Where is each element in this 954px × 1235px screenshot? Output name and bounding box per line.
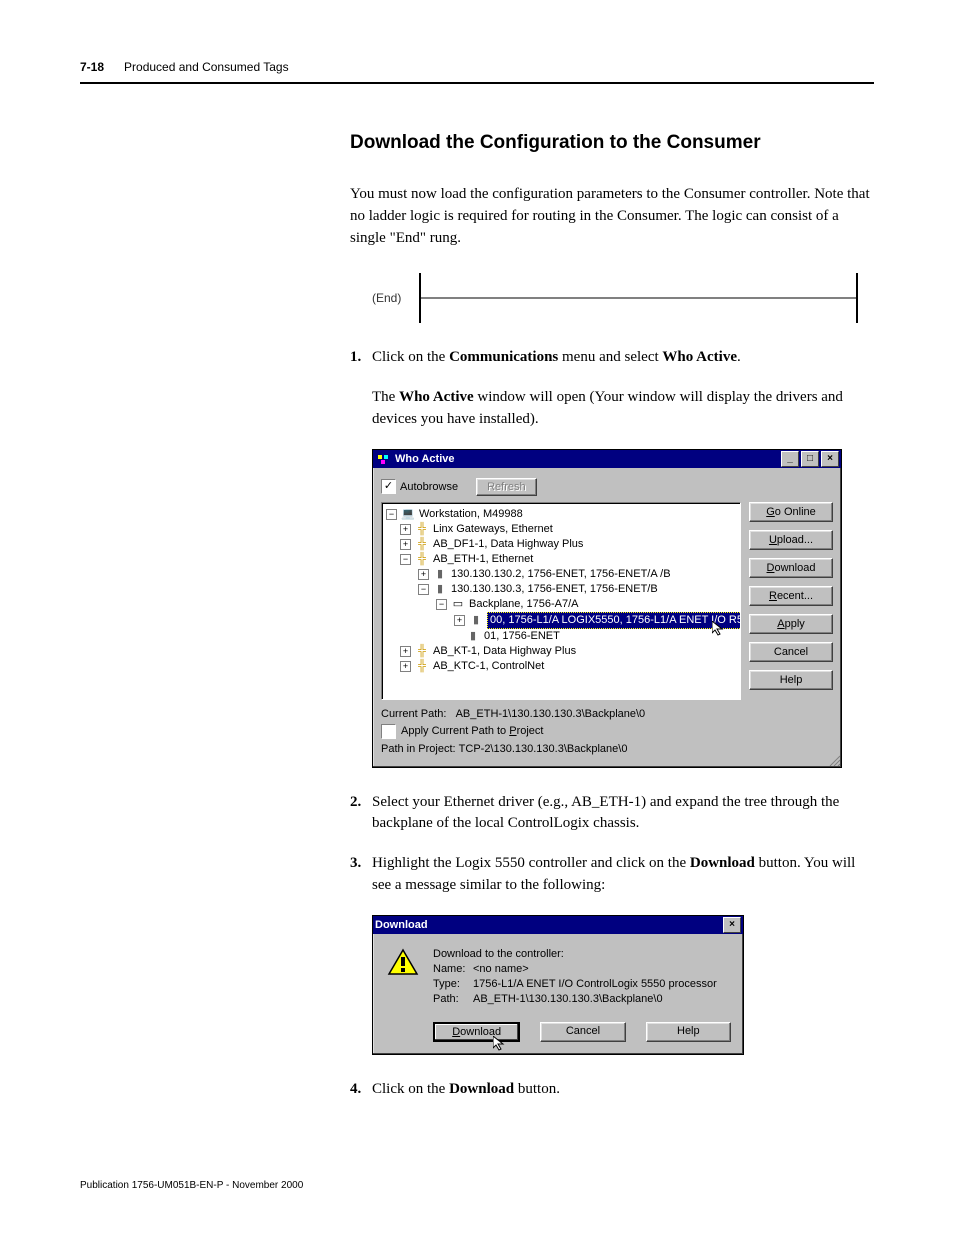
app-icon xyxy=(375,451,391,467)
network-icon: ╬ xyxy=(414,538,430,551)
workstation-icon: 💻 xyxy=(400,508,416,521)
go-online-button[interactable]: Go Online xyxy=(749,502,833,522)
end-rung-label: (End) xyxy=(372,291,401,305)
page-header: 7-18 Produced and Consumed Tags xyxy=(80,60,874,84)
end-rung-figure: (End) xyxy=(372,273,874,323)
who-active-window: Who Active _ □ × ✓ Autobrowse Refresh −💻… xyxy=(372,449,842,768)
module-icon: ▮ xyxy=(465,630,481,643)
dlg-path-label: Path: xyxy=(433,993,473,1005)
dlg-help-button[interactable]: Help xyxy=(646,1022,731,1042)
network-icon: ╬ xyxy=(414,660,430,673)
close-button[interactable]: × xyxy=(821,451,839,467)
network-icon: ╬ xyxy=(414,645,430,658)
dlg-path-value: AB_ETH-1\130.130.130.3\Backplane\0 xyxy=(473,993,663,1005)
current-path-label: Current Path: xyxy=(381,708,446,720)
autobrowse-label: Autobrowse xyxy=(400,481,458,493)
path-in-project-value: TCP-2\130.130.130.3\Backplane\0 xyxy=(459,743,628,755)
network-icon: ╬ xyxy=(414,523,430,536)
maximize-button[interactable]: □ xyxy=(801,451,819,467)
dlg-download-button[interactable]: Download xyxy=(433,1022,520,1042)
apply-path-checkbox[interactable] xyxy=(381,724,396,739)
step-1-detail: The Who Active window will open (Your wi… xyxy=(372,387,874,431)
resize-grip-icon[interactable] xyxy=(828,754,840,766)
section-title: Produced and Consumed Tags xyxy=(124,60,289,74)
download-title: Download xyxy=(375,919,428,931)
path-in-project-label: Path in Project: xyxy=(381,743,456,755)
download-button[interactable]: Download xyxy=(749,558,833,578)
network-icon: ╬ xyxy=(414,553,430,566)
current-path-value: AB_ETH-1\130.130.130.3\Backplane\0 xyxy=(456,708,646,720)
cursor-icon xyxy=(493,1036,509,1052)
cursor-icon xyxy=(712,621,728,637)
download-dialog: Download × Download to the controller: xyxy=(372,915,744,1055)
device-tree[interactable]: −💻Workstation, M49988 +╬Linx Gateways, E… xyxy=(381,502,741,700)
dlg-close-button[interactable]: × xyxy=(723,917,741,933)
step-1: 1. Click on the Communications menu and … xyxy=(350,347,874,369)
warning-icon xyxy=(387,948,419,976)
apply-button[interactable]: Apply xyxy=(749,614,833,634)
download-titlebar[interactable]: Download × xyxy=(373,916,743,934)
footer: Publication 1756-UM051B-EN-P - November … xyxy=(80,1180,874,1191)
who-active-titlebar[interactable]: Who Active _ □ × xyxy=(373,450,841,468)
page-number: 7-18 xyxy=(80,60,104,74)
step-2: 2. Select your Ethernet driver (e.g., AB… xyxy=(350,792,874,836)
dlg-name-value: <no name> xyxy=(473,963,529,975)
cancel-button[interactable]: Cancel xyxy=(749,642,833,662)
minimize-button[interactable]: _ xyxy=(781,451,799,467)
dlg-type-label: Type: xyxy=(433,978,473,990)
module-icon: ▮ xyxy=(432,583,448,596)
upload-button[interactable]: Upload... xyxy=(749,530,833,550)
recent-button[interactable]: Recent... xyxy=(749,586,833,606)
step-3: 3. Highlight the Logix 5550 controller a… xyxy=(350,853,874,897)
selected-device[interactable]: 00, 1756-L1/A LOGIX5550, 1756-L1/A ENET … xyxy=(487,612,741,629)
heading: Download the Configuration to the Consum… xyxy=(350,132,874,154)
help-button[interactable]: Help xyxy=(749,670,833,690)
autobrowse-checkbox[interactable]: ✓ xyxy=(381,479,396,494)
rung-diagram-icon xyxy=(419,273,859,323)
dlg-cancel-button[interactable]: Cancel xyxy=(540,1022,625,1042)
refresh-button[interactable]: Refresh xyxy=(476,478,537,496)
backplane-icon: ▭ xyxy=(450,598,466,611)
step-4: 4. Click on the Download button. xyxy=(350,1079,874,1101)
module-icon: ▮ xyxy=(432,568,448,581)
dlg-type-value: 1756-L1/A ENET I/O ControlLogix 5550 pro… xyxy=(473,978,717,990)
dlg-line1: Download to the controller: xyxy=(433,948,717,960)
dlg-name-label: Name: xyxy=(433,963,473,975)
intro-paragraph: You must now load the configuration para… xyxy=(350,184,874,249)
module-icon: ▮ xyxy=(468,614,484,627)
who-active-title: Who Active xyxy=(395,453,455,465)
